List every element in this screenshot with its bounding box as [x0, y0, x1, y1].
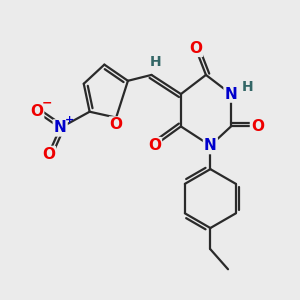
Text: O: O — [110, 118, 123, 133]
Text: O: O — [189, 41, 202, 56]
Text: N: N — [54, 120, 67, 135]
Text: H: H — [242, 80, 253, 94]
Text: H: H — [150, 55, 162, 69]
Text: −: − — [42, 96, 52, 110]
Text: O: O — [42, 147, 55, 162]
Text: N: N — [225, 87, 237, 102]
Text: O: O — [30, 104, 43, 119]
Text: O: O — [148, 138, 161, 153]
Text: N: N — [204, 138, 217, 153]
Text: +: + — [65, 115, 74, 125]
Text: O: O — [251, 119, 264, 134]
